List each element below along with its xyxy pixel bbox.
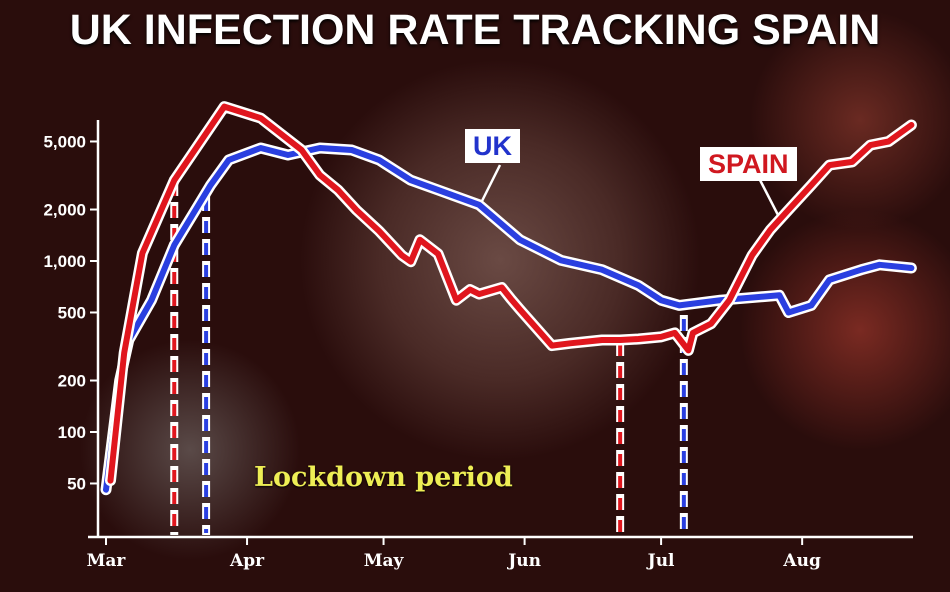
x-tick-label: Jul — [646, 551, 675, 571]
series-line-uk — [103, 145, 915, 493]
x-tick-label: Jun — [506, 551, 541, 571]
y-tick-label: 5,000 — [43, 132, 86, 151]
uk-label-pointer — [478, 164, 502, 206]
x-tick-label: May — [364, 551, 405, 571]
lockdown-period-label: Lockdown period — [254, 462, 513, 493]
y-tick-label: 2,000 — [43, 201, 86, 220]
chart-title: UK INFECTION RATE TRACKING SPAIN — [69, 6, 881, 54]
y-tick-label: 1,000 — [43, 252, 86, 271]
spain-label-pointer — [758, 179, 780, 216]
spain-series-label: SPAIN — [700, 147, 797, 181]
series-outline-uk — [100, 142, 917, 496]
y-tick-label: 200 — [58, 372, 86, 391]
x-tick-label: Aug — [782, 551, 821, 571]
y-tick-label: 50 — [67, 474, 86, 493]
y-tick-label: 100 — [58, 423, 86, 442]
uk-series-label: UK — [465, 129, 520, 163]
x-tick-label: Apr — [229, 551, 265, 571]
y-tick-label: 500 — [58, 303, 86, 322]
x-tick-label: Mar — [87, 551, 127, 571]
